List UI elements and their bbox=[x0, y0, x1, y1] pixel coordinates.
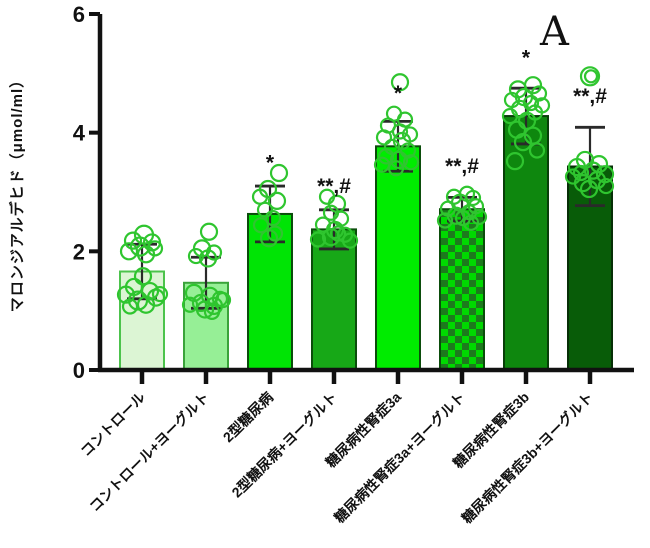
y-tick-label: 0 bbox=[73, 358, 85, 383]
scatter-point bbox=[267, 191, 287, 210]
scatter-point bbox=[579, 66, 601, 87]
x-tick-label: コントロール+ヨーグルト bbox=[86, 389, 212, 515]
scatter-point bbox=[119, 242, 139, 261]
y-tick-label: 2 bbox=[73, 239, 85, 264]
scatter-point bbox=[256, 201, 274, 218]
scatter-point bbox=[341, 232, 359, 249]
scatter-point bbox=[309, 231, 327, 248]
y-tick-label: 6 bbox=[73, 2, 85, 27]
scatter-point bbox=[597, 177, 615, 195]
scatter-point bbox=[446, 206, 466, 225]
y-tick-label: 4 bbox=[73, 121, 86, 146]
y-axis-label: マロンジアルデヒド（μmol/ml） bbox=[8, 72, 26, 312]
scatter-point bbox=[133, 267, 153, 286]
scatter-point bbox=[252, 217, 270, 234]
scatter-point bbox=[399, 142, 417, 159]
significance-label: **,# bbox=[573, 85, 607, 108]
scatter-point bbox=[402, 154, 420, 171]
bar bbox=[439, 208, 485, 371]
scatter-point bbox=[387, 160, 405, 177]
significance-label: * bbox=[394, 82, 403, 105]
x-tick-label: コントロール bbox=[77, 389, 148, 460]
scatter-point bbox=[375, 129, 393, 146]
scatter-point bbox=[259, 229, 279, 248]
bar bbox=[503, 115, 549, 372]
scatter-point bbox=[214, 291, 232, 309]
scatter-point bbox=[579, 179, 599, 199]
scatter-point bbox=[321, 227, 341, 247]
scatter-point bbox=[203, 303, 221, 320]
scatter-point bbox=[264, 210, 282, 227]
scatter-point bbox=[462, 214, 480, 231]
scatter-point bbox=[136, 295, 156, 314]
scatter-point bbox=[266, 225, 284, 242]
scatter-point bbox=[195, 300, 215, 319]
scatter-point bbox=[390, 73, 410, 92]
scatter-point bbox=[136, 245, 156, 264]
significance-label: **,# bbox=[317, 175, 351, 198]
scatter-point bbox=[505, 152, 525, 171]
significance-label: * bbox=[266, 151, 275, 174]
x-tick-label: 2型糖尿病 bbox=[220, 389, 276, 445]
scatter-point bbox=[116, 285, 136, 304]
scatter-point bbox=[123, 231, 143, 250]
scatter-point bbox=[583, 161, 603, 180]
panel-label: A bbox=[539, 9, 570, 55]
scatter-point bbox=[205, 244, 223, 261]
bar bbox=[311, 228, 357, 371]
scatter-point bbox=[199, 222, 219, 241]
scatter-point bbox=[454, 210, 472, 227]
bar bbox=[375, 145, 421, 371]
x-tick-label: 2型糖尿病+ヨーグルト bbox=[228, 389, 340, 501]
scatter-point bbox=[572, 164, 590, 182]
scatter-point bbox=[329, 225, 347, 242]
x-tick-label: 糖尿病性腎症3b+ヨーグルト bbox=[459, 389, 597, 527]
scatter-point bbox=[513, 133, 533, 152]
scatter-point bbox=[187, 247, 205, 265]
x-tick-label: 糖尿病性腎症3a+ヨーグルト bbox=[331, 389, 468, 526]
scatter-point bbox=[389, 150, 409, 170]
scatter-point bbox=[121, 298, 139, 315]
scatter-point bbox=[181, 296, 199, 313]
scatter-point bbox=[573, 174, 593, 193]
scatter-point bbox=[528, 142, 546, 159]
scatter-point bbox=[198, 249, 218, 268]
scatter-point bbox=[269, 163, 289, 183]
significance-label: * bbox=[522, 46, 531, 69]
scatter-point bbox=[583, 69, 599, 84]
significance-label: **,# bbox=[445, 155, 479, 178]
scatter-point bbox=[436, 212, 454, 229]
scatter-point bbox=[151, 285, 169, 303]
scatter-point bbox=[391, 123, 409, 140]
scatter-point bbox=[501, 107, 519, 125]
